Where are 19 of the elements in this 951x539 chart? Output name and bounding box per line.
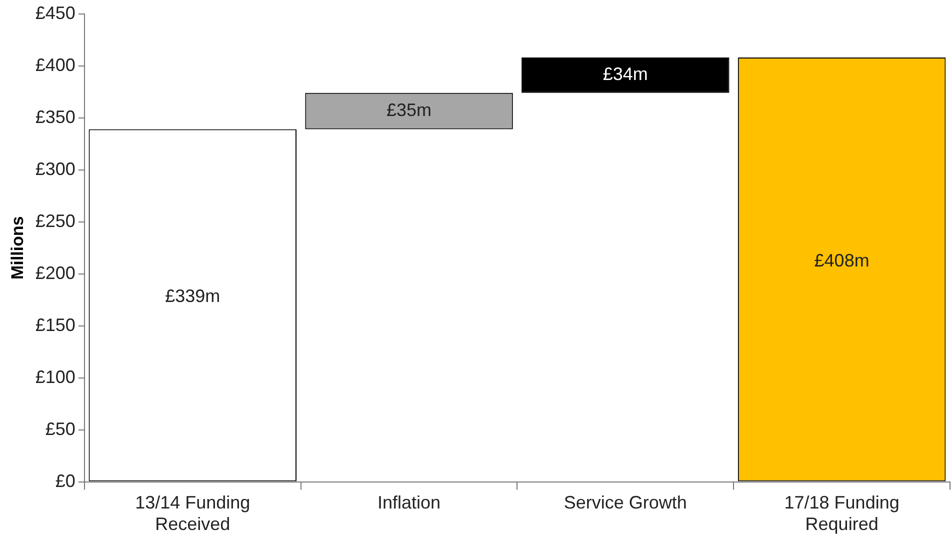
y-tick-label: £300 xyxy=(35,158,76,179)
data-label: £408m xyxy=(814,250,870,270)
y-tick-label: £450 xyxy=(35,2,76,23)
y-tick-label: £200 xyxy=(35,262,76,283)
x-tick-label: Inflation xyxy=(378,492,441,513)
x-tick-label: Service Growth xyxy=(564,492,687,513)
y-tick-label: £400 xyxy=(35,54,76,75)
y-tick-label: £0 xyxy=(55,470,76,491)
data-label: £339m xyxy=(165,286,220,306)
y-axis-title: Millions xyxy=(8,216,27,280)
x-tick-label: 17/18 Funding Required xyxy=(784,492,900,534)
y-tick-label: £150 xyxy=(35,314,76,335)
y-tick-label: £100 xyxy=(35,366,76,387)
y-tick-label: £350 xyxy=(35,106,76,127)
y-tick-label: £250 xyxy=(35,210,76,231)
y-tick-label: £50 xyxy=(45,418,76,439)
x-tick-label: 13/14 Funding Received xyxy=(135,492,250,534)
data-label: £34m xyxy=(602,64,648,84)
data-label: £35m xyxy=(386,100,432,120)
